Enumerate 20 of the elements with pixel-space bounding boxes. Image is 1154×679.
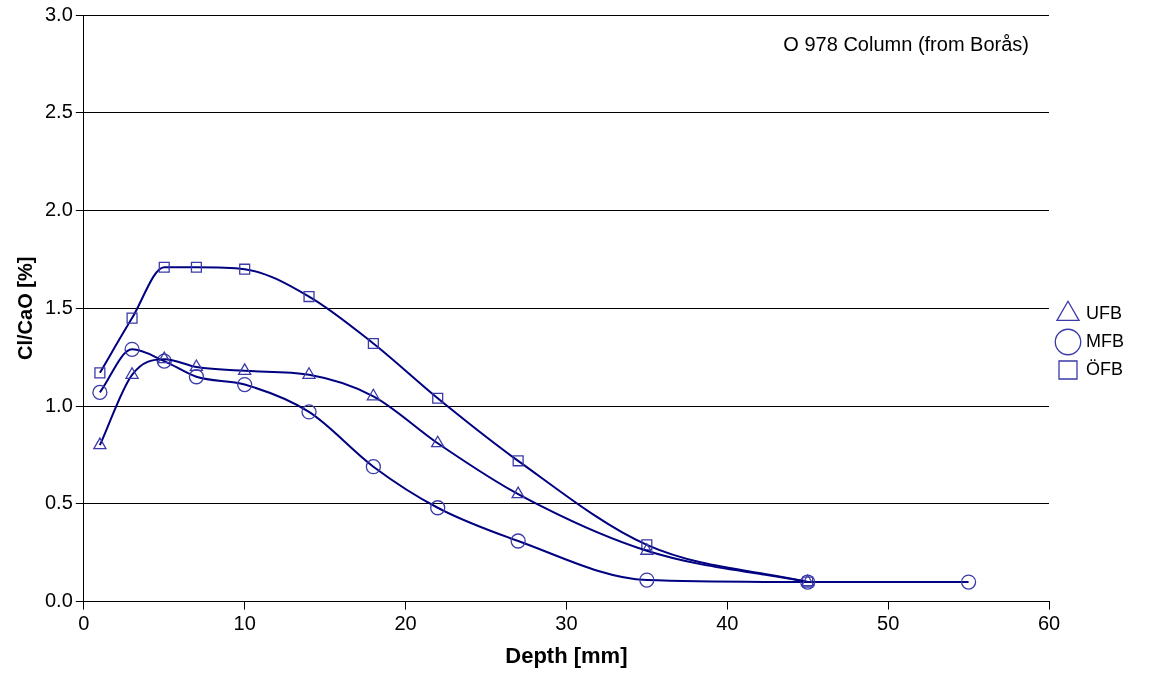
y-tick-label: 0.0: [44, 589, 73, 612]
legend-label: ÖFB: [1086, 358, 1124, 379]
annotation: O 978 Column (from Borås): [783, 32, 1029, 55]
x-tick-label: 30: [555, 612, 578, 635]
y-tick-label: 3.0: [44, 2, 73, 25]
y-tick-label: 2.5: [44, 100, 73, 123]
legend-label: UFB: [1086, 302, 1122, 323]
y-tick-label: 0.5: [44, 491, 73, 514]
x-tick-label: 10: [233, 612, 256, 635]
x-tick-label: 0: [78, 612, 90, 635]
x-axis-title: Depth [mm]: [505, 642, 628, 668]
x-tick-label: 40: [716, 612, 739, 635]
x-tick-label: 60: [1037, 612, 1061, 635]
x-tick-label: 50: [877, 612, 900, 635]
y-tick-label: 2.0: [44, 198, 73, 221]
legend-label: MFB: [1086, 330, 1124, 351]
y-axis-title: Cl/CaO [%]: [13, 256, 36, 360]
y-tick-label: 1.0: [44, 393, 73, 416]
y-tick-label: 1.5: [44, 295, 73, 318]
x-tick-label: 20: [394, 612, 417, 635]
